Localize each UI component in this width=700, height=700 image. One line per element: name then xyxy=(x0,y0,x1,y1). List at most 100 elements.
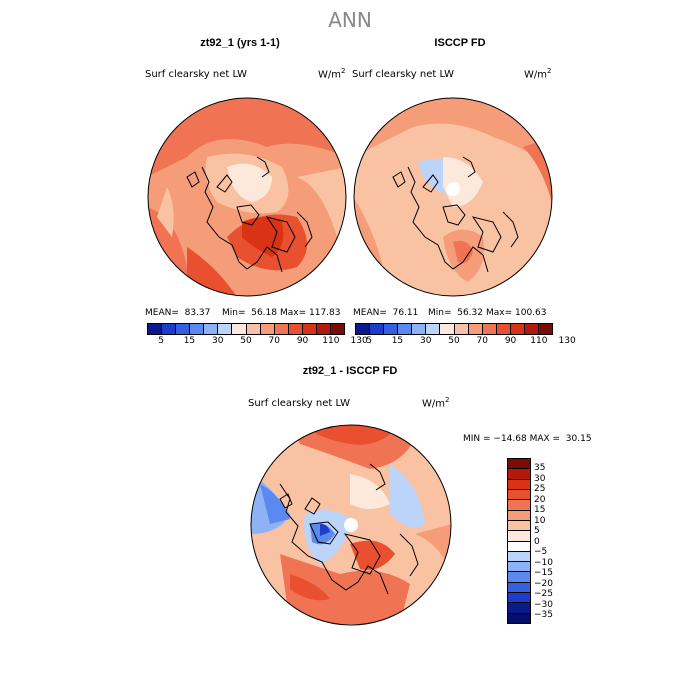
panel-1-min: Min= 56.18 xyxy=(222,308,277,318)
colorbar-swatch xyxy=(508,541,530,552)
colorbar-swatch xyxy=(508,469,530,480)
colorbar-swatch xyxy=(468,324,483,334)
colorbar-swatch xyxy=(302,324,317,334)
colorbar-tick-label: 30 xyxy=(211,336,224,346)
colorbar-swatch xyxy=(260,324,275,334)
diff-panel-variable: Surf clearsky net LW xyxy=(248,398,351,409)
colorbar-tick-label: 30 xyxy=(534,473,546,484)
colorbar-swatch xyxy=(204,324,219,334)
colorbar-swatch xyxy=(508,479,530,490)
colorbar-tick-label: 70 xyxy=(476,336,488,346)
colorbar-swatch xyxy=(356,324,371,334)
diff-colorbar xyxy=(507,458,531,624)
colorbar-swatch xyxy=(508,531,530,542)
diff-panel-units: W/m2 xyxy=(422,396,450,410)
colorbar-tick-label: 35 xyxy=(534,463,546,473)
colorbar-swatch xyxy=(288,324,303,334)
colorbar-swatch xyxy=(176,324,191,334)
panel-2-units: W/m2 xyxy=(524,67,552,81)
colorbar-tick-label: 50 xyxy=(448,336,460,346)
colorbar-swatch xyxy=(508,520,530,532)
colorbar-swatch xyxy=(370,324,385,334)
colorbar-swatch xyxy=(510,324,525,334)
colorbar-swatch xyxy=(539,324,553,334)
colorbar-swatch xyxy=(508,582,530,594)
diff-panel-minmax: MIN = −14.68 MAX = 30.15 xyxy=(463,434,592,444)
panel-2-title: ISCCP FD xyxy=(434,37,486,49)
colorbar-swatch xyxy=(218,324,233,334)
colorbar-tick-label: 110 xyxy=(322,336,340,346)
colorbar-tick-label: 30 xyxy=(419,336,432,346)
colorbar-swatch xyxy=(508,572,530,583)
panel-1-colorbar xyxy=(147,323,345,335)
panel-2-max: Max= 100.63 xyxy=(486,308,547,318)
colorbar-swatch xyxy=(412,324,427,334)
colorbar-tick-label: 130 xyxy=(350,336,368,346)
colorbar-swatch xyxy=(232,324,247,334)
colorbar-tick-label: 25 xyxy=(534,484,546,494)
colorbar-tick-label: 5 xyxy=(366,336,372,346)
colorbar-tick-label: 110 xyxy=(530,336,548,346)
colorbar-tick-label: 10 xyxy=(534,515,546,526)
panel-2-colorbar xyxy=(355,323,553,335)
colorbar-swatch xyxy=(508,613,530,623)
colorbar-tick-label: −15 xyxy=(534,568,553,578)
colorbar-tick-label: 15 xyxy=(534,505,546,515)
colorbar-swatch xyxy=(508,551,530,563)
colorbar-swatch xyxy=(190,324,205,334)
colorbar-swatch xyxy=(508,510,530,521)
panel-2-map xyxy=(353,97,553,297)
colorbar-swatch xyxy=(508,603,530,614)
panel-1-max: Max= 117.83 xyxy=(280,308,341,318)
diff-colorbar-ticks: 35 30 25 20 15 10 5 0 −5 −10 −15 −20 −25 −30 −35 xyxy=(534,463,564,621)
colorbar-tick-label: 5 xyxy=(158,336,164,346)
colorbar-swatch xyxy=(384,324,399,334)
panel-1-map xyxy=(147,97,347,297)
colorbar-tick-label: 70 xyxy=(268,336,280,346)
panel-1-mean: MEAN= 83.37 xyxy=(145,308,211,318)
colorbar-tick-label: 0 xyxy=(534,536,540,547)
figure-title: ANN xyxy=(328,8,372,32)
colorbar-tick-label: −10 xyxy=(534,557,553,568)
colorbar-swatch xyxy=(508,500,530,511)
colorbar-tick-label: −20 xyxy=(534,578,553,589)
colorbar-swatch xyxy=(316,324,332,334)
colorbar-swatch xyxy=(426,324,441,334)
panel-1-variable: Surf clearsky net LW xyxy=(145,69,248,80)
colorbar-swatch xyxy=(162,324,177,334)
panel-2-variable: Surf clearsky net LW xyxy=(352,69,455,80)
panel-1-units: W/m2 xyxy=(318,67,346,81)
panel-1-title: zt92_1 (yrs 1-1) xyxy=(200,37,280,49)
panel-2-colorbar-ticks: 5 15 30 50 70 90 110 130 xyxy=(355,336,575,348)
colorbar-swatch xyxy=(454,324,469,334)
colorbar-swatch xyxy=(482,324,497,334)
colorbar-swatch xyxy=(508,593,530,604)
panel-1-colorbar-ticks: 5 15 30 50 70 90 110 130 xyxy=(147,336,367,348)
colorbar-tick-label: 15 xyxy=(183,336,196,346)
colorbar-tick-label: 130 xyxy=(558,336,576,346)
colorbar-swatch xyxy=(398,324,413,334)
colorbar-tick-label: −35 xyxy=(534,610,553,620)
colorbar-tick-label: 50 xyxy=(240,336,252,346)
colorbar-swatch xyxy=(274,324,289,334)
colorbar-swatch xyxy=(148,324,163,334)
colorbar-swatch xyxy=(508,489,530,501)
colorbar-swatch xyxy=(246,324,261,334)
colorbar-swatch xyxy=(524,324,540,334)
colorbar-tick-label: 5 xyxy=(534,526,540,536)
colorbar-swatch xyxy=(331,324,345,334)
colorbar-tick-label: −5 xyxy=(534,547,548,557)
colorbar-tick-label: −25 xyxy=(534,589,553,599)
panel-2-mean: MEAN= 76.11 xyxy=(353,308,419,318)
colorbar-swatch xyxy=(440,324,455,334)
diff-panel-map xyxy=(250,424,452,626)
colorbar-swatch xyxy=(508,459,530,470)
colorbar-tick-label: 90 xyxy=(296,336,309,346)
colorbar-tick-label: 20 xyxy=(534,494,546,505)
colorbar-tick-label: 90 xyxy=(504,336,517,346)
colorbar-swatch xyxy=(508,562,530,573)
colorbar-swatch xyxy=(496,324,511,334)
diff-panel-title: zt92_1 - ISCCP FD xyxy=(302,365,398,377)
panel-2-min: Min= 56.32 xyxy=(428,308,483,318)
colorbar-tick-label: 15 xyxy=(391,336,404,346)
